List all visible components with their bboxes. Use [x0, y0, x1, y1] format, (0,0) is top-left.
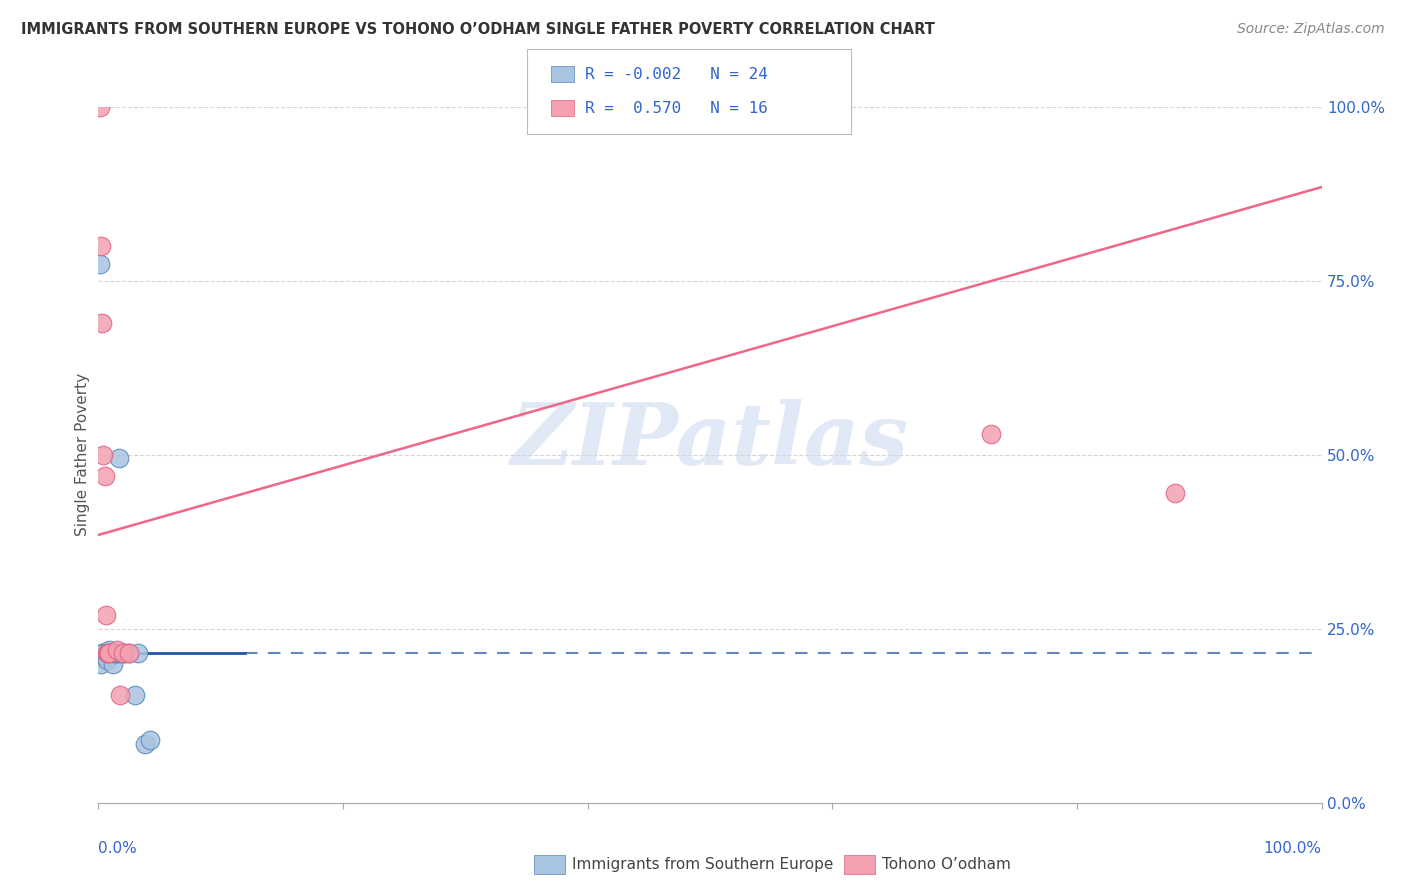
- Point: [90, 657, 112, 671]
- Point: [101, 657, 124, 671]
- Text: 0.0%: 0.0%: [98, 841, 138, 856]
- Point: [91, 316, 114, 330]
- Point: [93, 468, 115, 483]
- Point: [980, 427, 1002, 442]
- Point: [110, 646, 132, 660]
- Point: [94, 649, 117, 664]
- Point: [100, 646, 122, 660]
- Point: [127, 646, 149, 660]
- Text: Source: ZipAtlas.com: Source: ZipAtlas.com: [1237, 22, 1385, 37]
- Text: R = -0.002   N = 24: R = -0.002 N = 24: [585, 68, 768, 82]
- Point: [105, 642, 128, 657]
- Point: [118, 646, 141, 660]
- Point: [94, 607, 117, 622]
- Point: [108, 451, 131, 466]
- Point: [103, 646, 125, 660]
- Point: [114, 646, 136, 660]
- Point: [96, 646, 118, 660]
- Point: [105, 646, 128, 660]
- Point: [124, 688, 146, 702]
- Point: [97, 646, 120, 660]
- Point: [89, 100, 111, 114]
- Y-axis label: Single Father Poverty: Single Father Poverty: [75, 374, 90, 536]
- Point: [111, 646, 134, 660]
- Text: Tohono O’odham: Tohono O’odham: [882, 857, 1011, 871]
- Point: [134, 737, 156, 751]
- Point: [93, 649, 115, 664]
- Point: [101, 646, 124, 660]
- Point: [1164, 486, 1187, 500]
- Point: [821, 100, 844, 114]
- Text: 100.0%: 100.0%: [1264, 841, 1322, 856]
- Text: ZIPatlas: ZIPatlas: [510, 400, 910, 483]
- Point: [111, 646, 134, 660]
- Point: [98, 646, 121, 660]
- Point: [110, 688, 132, 702]
- Point: [98, 642, 121, 657]
- Point: [89, 256, 111, 270]
- Point: [90, 239, 112, 253]
- Text: Immigrants from Southern Europe: Immigrants from Southern Europe: [572, 857, 834, 871]
- Text: R =  0.570   N = 16: R = 0.570 N = 16: [585, 102, 768, 116]
- Point: [97, 646, 120, 660]
- Point: [96, 653, 118, 667]
- Point: [91, 646, 114, 660]
- Point: [104, 646, 127, 660]
- Point: [118, 646, 141, 660]
- Point: [91, 448, 114, 462]
- Point: [139, 733, 162, 747]
- Text: IMMIGRANTS FROM SOUTHERN EUROPE VS TOHONO O’ODHAM SINGLE FATHER POVERTY CORRELAT: IMMIGRANTS FROM SOUTHERN EUROPE VS TOHON…: [21, 22, 935, 37]
- Point: [91, 646, 114, 660]
